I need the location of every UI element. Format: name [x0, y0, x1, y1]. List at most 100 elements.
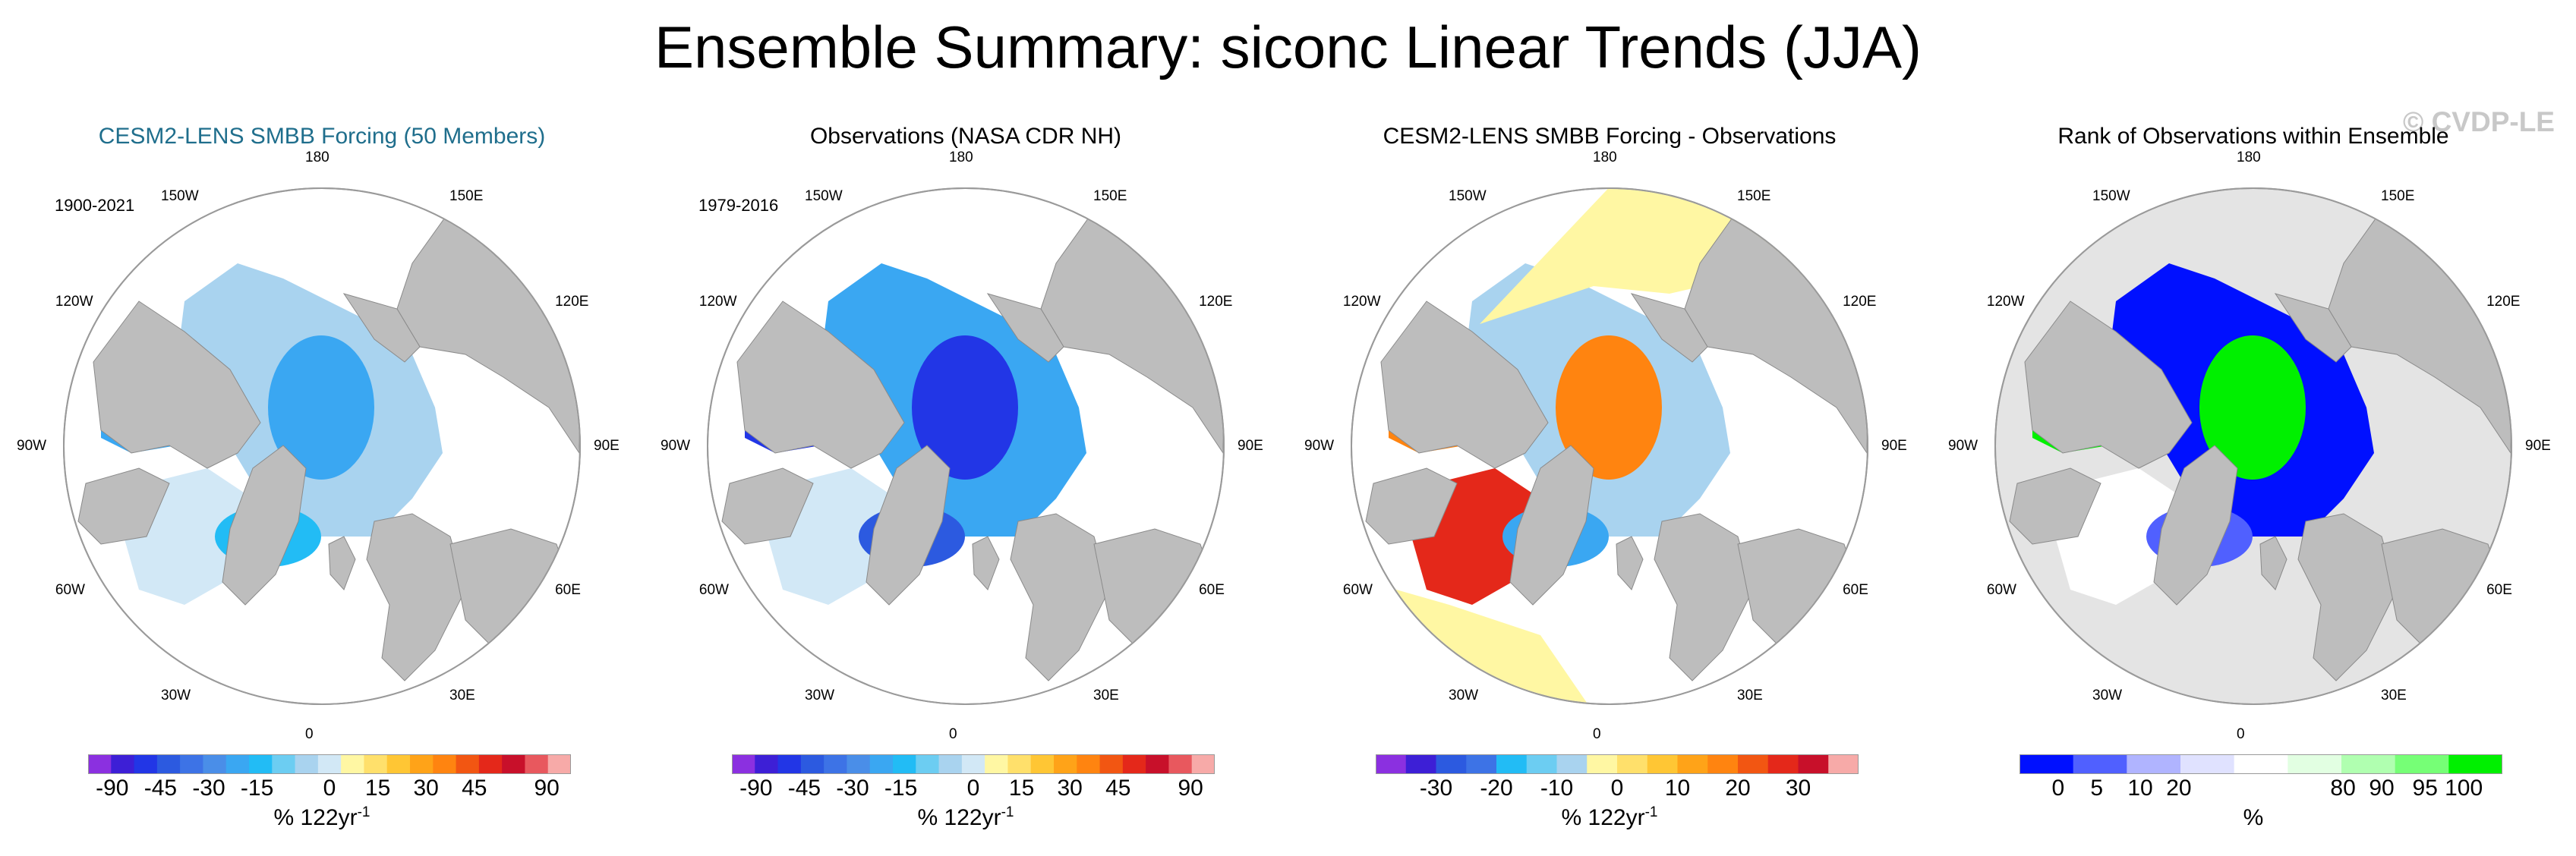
panel-title: CESM2-LENS SMBB Forcing (50 Members): [0, 123, 644, 150]
colorbar-swatch: [272, 754, 295, 774]
colorbar-swatch: [1557, 754, 1588, 774]
lon-label: 0: [949, 726, 957, 743]
lon-label: 30W: [1449, 688, 1478, 704]
polar-map: [699, 180, 1232, 713]
units-label: %: [1931, 804, 2575, 831]
colorbar-swatch: [2341, 754, 2395, 774]
colorbar-tick-label: 10: [1665, 776, 1690, 801]
lon-label: 60E: [555, 582, 581, 599]
colorbar-swatch: [1647, 754, 1678, 774]
colorbar-ticks: -30 -20 -10 0 10 20 30: [1376, 776, 1859, 803]
lon-label: 180: [1593, 149, 1617, 166]
colorbar-swatch: [893, 754, 916, 774]
colorbar-swatch: [778, 754, 802, 774]
colorbar-swatch: [1031, 754, 1055, 774]
colorbar-swatch: [2180, 754, 2234, 774]
colorbar-tick-label: 0: [967, 776, 980, 801]
colorbar-swatch: [180, 754, 203, 774]
colorbar-swatch: [203, 754, 226, 774]
colorbar-swatch: [364, 754, 387, 774]
lon-label: 0: [2237, 726, 2245, 743]
lon-label: 90W: [1304, 438, 1334, 455]
colorbar-swatch: [1168, 754, 1192, 774]
colorbar-swatch: [1466, 754, 1496, 774]
colorbar-swatch: [525, 754, 548, 774]
colorbar-swatch: [1828, 754, 1859, 774]
colorbar-swatch: [111, 754, 134, 774]
lon-label: 90E: [1238, 438, 1263, 455]
lon-label: 120E: [1843, 294, 1876, 310]
colorbar-swatch: [2019, 754, 2073, 774]
colorbar-ticks: -90 -45 -30 -15 0 15 30 45 90: [88, 776, 571, 803]
colorbar-tick-label: 100: [2445, 776, 2483, 801]
colorbar: [88, 754, 571, 774]
colorbar-swatch: [1527, 754, 1557, 774]
colorbar-swatch: [916, 754, 939, 774]
colorbar-swatch: [985, 754, 1008, 774]
colorbar-swatch: [1100, 754, 1124, 774]
panel-title: Rank of Observations within Ensemble: [1931, 123, 2575, 150]
colorbar-tick-label: -45: [788, 776, 821, 801]
colorbar-tick-label: 95: [2413, 776, 2438, 801]
colorbar-swatch: [548, 754, 571, 774]
lon-label: 120W: [1343, 294, 1381, 310]
lon-label: 120W: [1987, 294, 2025, 310]
lon-label: 150E: [1737, 188, 1770, 205]
colorbar-swatch: [249, 754, 273, 774]
lon-label: 60W: [699, 582, 729, 599]
lon-label: 60W: [1987, 582, 2016, 599]
colorbar-ticks: 0 5 10 20 80 90 95 100: [2019, 776, 2502, 803]
colorbar-swatch: [1436, 754, 1467, 774]
colorbar-swatch: [341, 754, 364, 774]
colorbar-tick-label: -15: [884, 776, 917, 801]
lon-label: 60E: [2486, 582, 2512, 599]
colorbar-tick-label: 20: [1725, 776, 1750, 801]
lon-label: 180: [949, 149, 973, 166]
colorbar-tick-label: -30: [1420, 776, 1452, 801]
colorbar-swatch: [1146, 754, 1169, 774]
colorbar-tick-label: 0: [2052, 776, 2065, 801]
colorbar-swatch: [387, 754, 411, 774]
colorbar-tick-label: -20: [1480, 776, 1512, 801]
lon-label: 120W: [55, 294, 93, 310]
colorbar-swatch: [410, 754, 434, 774]
colorbar-tick-label: 80: [2330, 776, 2355, 801]
colorbar-tick-label: 5: [2090, 776, 2103, 801]
lon-label: 30E: [1093, 688, 1119, 704]
colorbar-tick-label: 90: [2369, 776, 2394, 801]
colorbar-swatch: [479, 754, 503, 774]
polar-map: [55, 180, 588, 713]
panel-title: Observations (NASA CDR NH): [644, 123, 1288, 150]
colorbar-swatch: [939, 754, 963, 774]
colorbar-swatch: [1496, 754, 1527, 774]
colorbar-swatch: [1707, 754, 1738, 774]
colorbar-tick-label: -90: [96, 776, 128, 801]
lon-label: 30E: [1737, 688, 1763, 704]
colorbar-tick-label: 15: [1009, 776, 1034, 801]
lon-label: 150E: [449, 188, 483, 205]
colorbar-swatch: [1077, 754, 1100, 774]
colorbar-swatch: [1054, 754, 1077, 774]
lon-label: 90E: [2525, 438, 2551, 455]
lon-label: 60W: [1343, 582, 1373, 599]
lon-label: 150W: [805, 188, 843, 205]
lon-label: 150E: [1093, 188, 1127, 205]
colorbar-swatch: [1123, 754, 1146, 774]
lon-label: 90W: [1948, 438, 1978, 455]
colorbar-swatch: [2234, 754, 2288, 774]
colorbar-tick-label: -30: [192, 776, 225, 801]
lon-label: 60W: [55, 582, 85, 599]
colorbar-tick-label: 10: [2127, 776, 2152, 801]
lon-label: 30W: [2092, 688, 2122, 704]
lon-label: 120W: [699, 294, 737, 310]
colorbar-swatch: [732, 754, 755, 774]
colorbar-swatch: [433, 754, 456, 774]
colorbar-swatch: [1617, 754, 1647, 774]
colorbar-swatch: [962, 754, 985, 774]
colorbar-tick-label: 45: [1105, 776, 1130, 801]
units-label: % 122yr-1: [1288, 804, 1931, 831]
colorbar-tick-label: 30: [414, 776, 439, 801]
polar-map: [1343, 180, 1876, 713]
colorbar-swatch: [847, 754, 870, 774]
colorbar-tick-label: -90: [739, 776, 772, 801]
